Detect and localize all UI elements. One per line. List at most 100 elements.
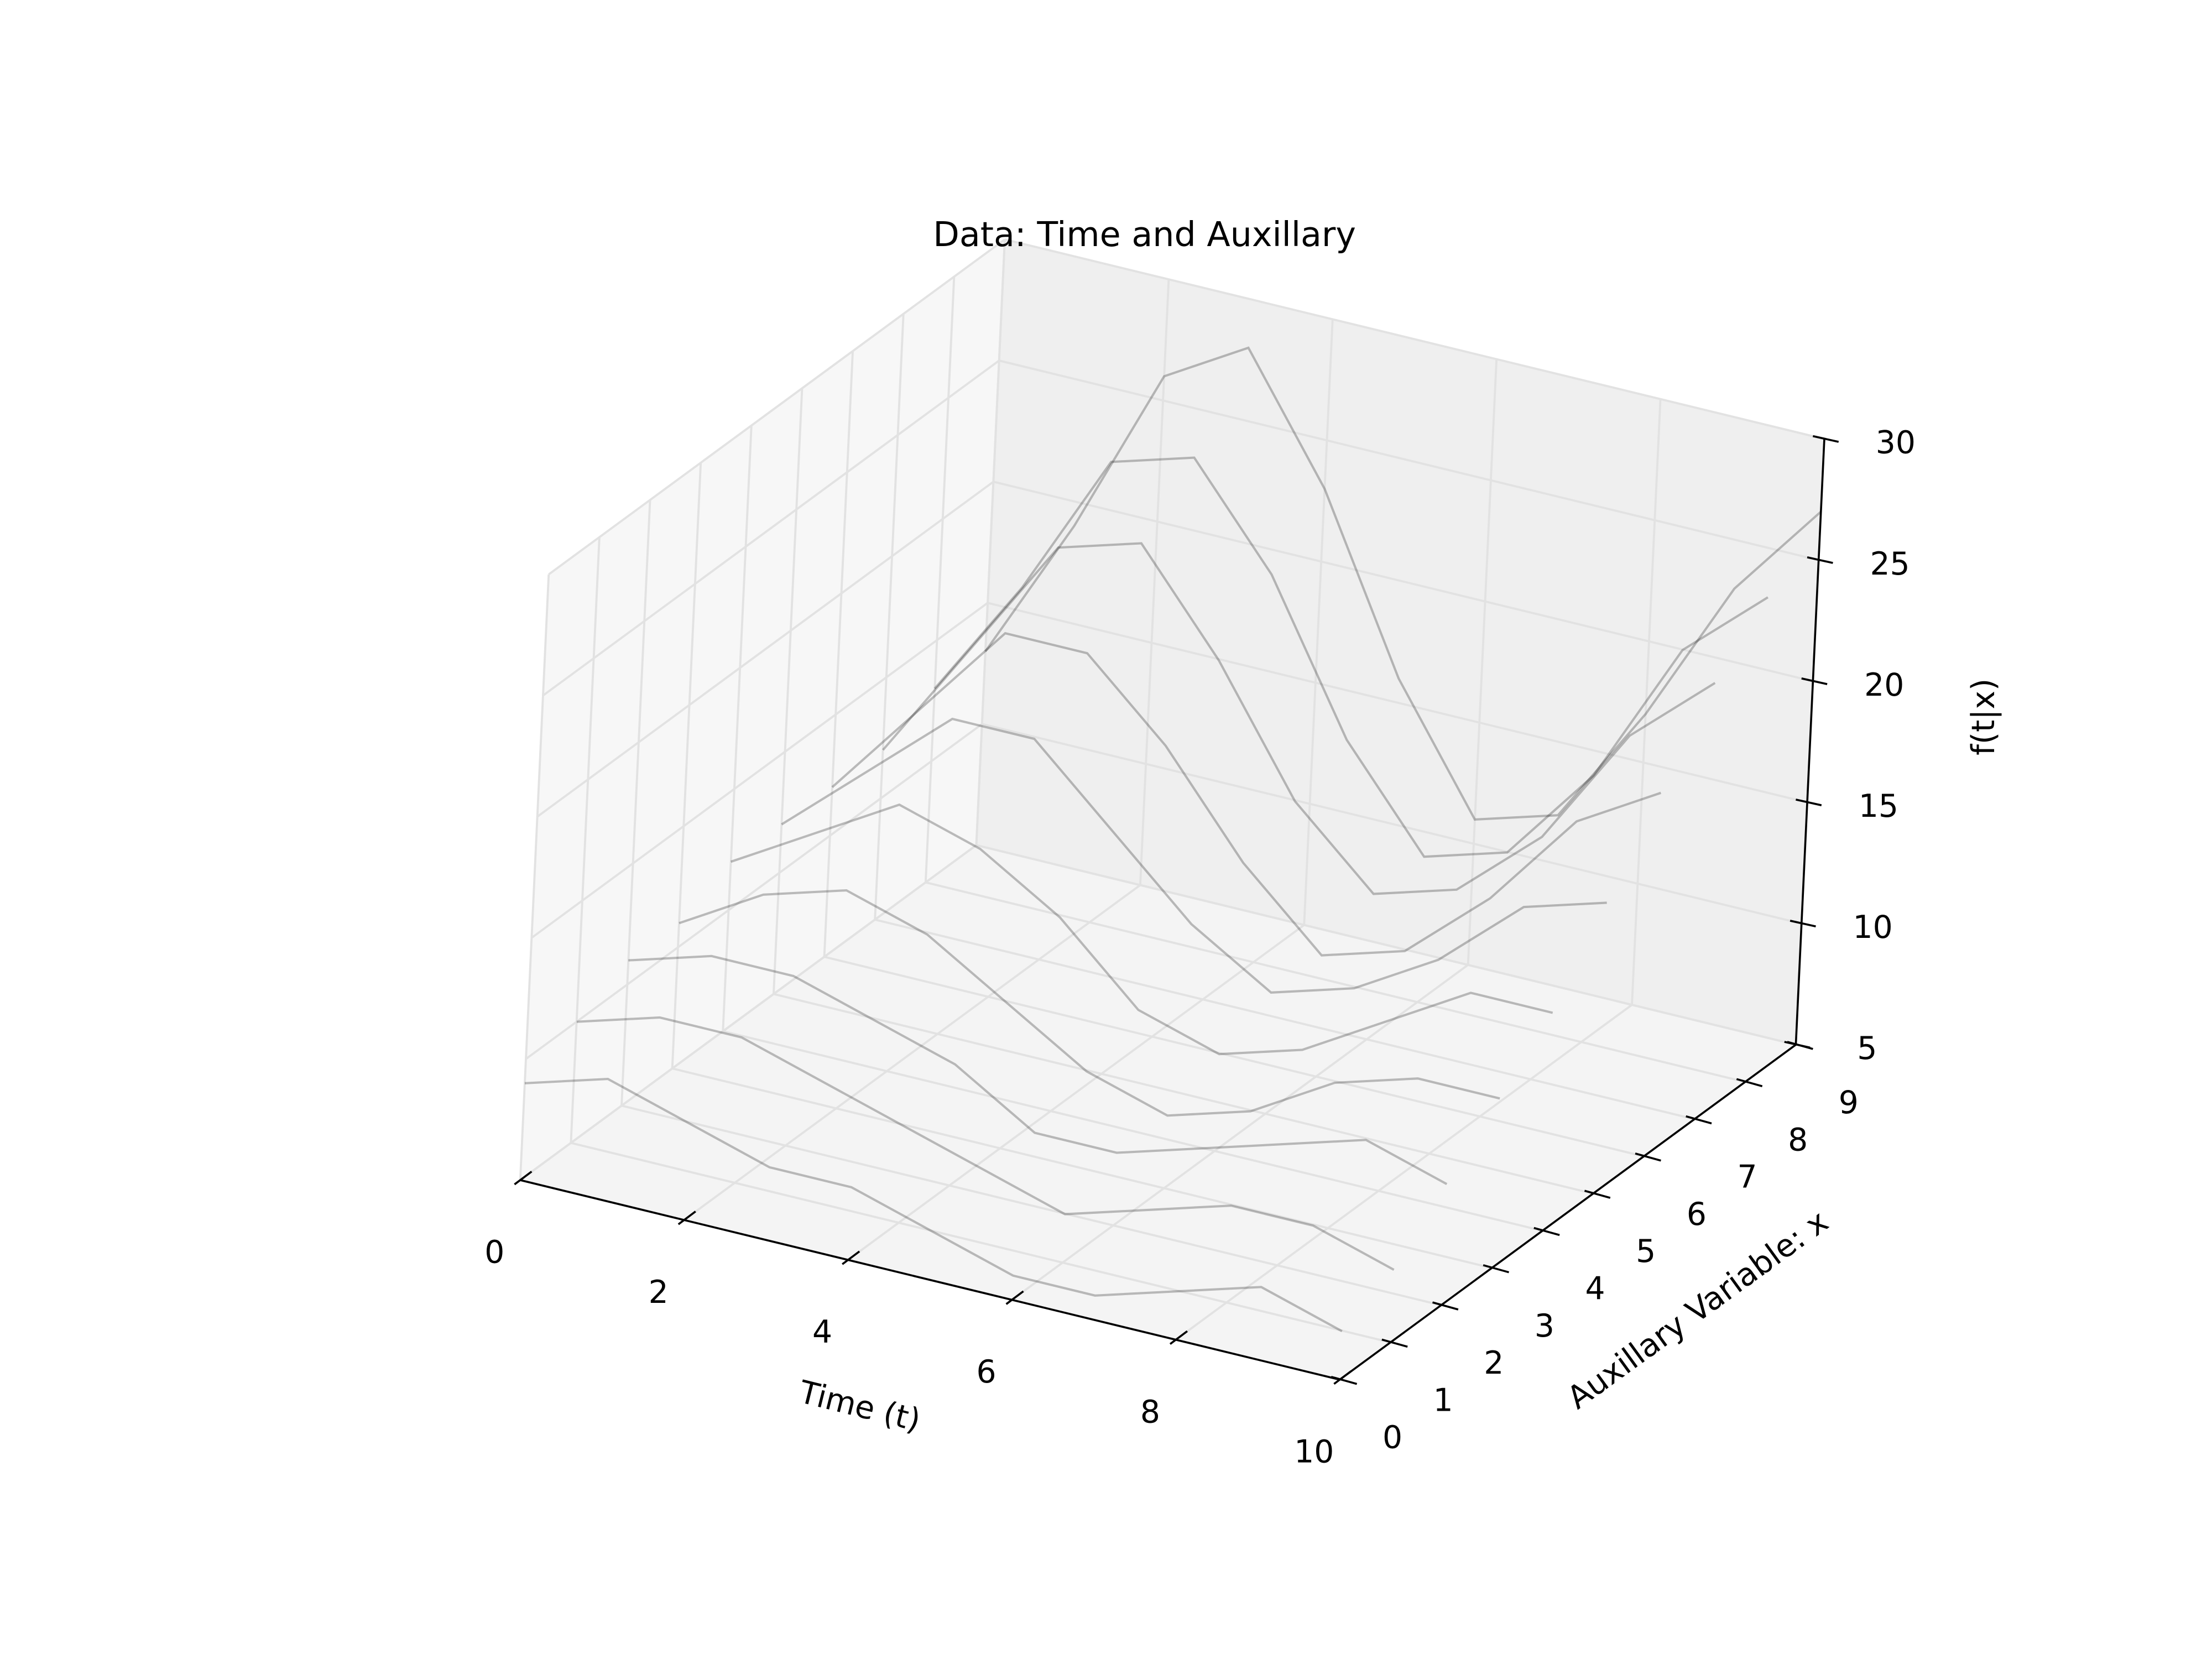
grid-line — [925, 881, 1746, 1083]
grid-line — [1004, 238, 1825, 440]
x-axis-label: Time (t) — [795, 1374, 925, 1439]
grid-line — [1139, 279, 1170, 885]
grid-line — [531, 602, 989, 939]
grid-line — [924, 276, 956, 883]
y-tick — [1381, 1338, 1408, 1348]
y-tick — [1686, 1115, 1712, 1125]
x-tick — [677, 1211, 696, 1225]
grid-line — [548, 238, 1006, 576]
x-tick — [1169, 1330, 1188, 1345]
z-tick-label: 10 — [1853, 909, 1893, 946]
z-tick — [1784, 1041, 1811, 1049]
y-tick — [1432, 1301, 1459, 1311]
grid-line — [519, 844, 977, 1181]
left-pane — [520, 239, 1005, 1181]
grid-line — [874, 919, 1695, 1120]
grid-line — [671, 462, 702, 1069]
grid-line — [722, 425, 753, 1031]
z-axis — [1794, 439, 1825, 1045]
y-tick — [1736, 1078, 1763, 1087]
y-axis-label: Auxillary Variable: x — [1561, 1203, 1835, 1417]
y-tick-label: 4 — [1585, 1271, 1605, 1307]
grid-line — [621, 1104, 1442, 1307]
grid-line — [976, 844, 1796, 1046]
grid-line — [620, 499, 651, 1106]
grid-line — [570, 1141, 1391, 1344]
z-tick — [1790, 920, 1816, 928]
data-line — [882, 542, 1716, 895]
y-tick-label: 7 — [1737, 1159, 1757, 1196]
y-tick-label: 3 — [1535, 1308, 1554, 1344]
x-tick — [514, 1171, 533, 1186]
curves — [524, 346, 1822, 1333]
grid-line — [570, 537, 601, 1143]
back-pane — [976, 239, 1824, 1045]
z-tick — [1801, 677, 1828, 685]
x-tick-label: 6 — [976, 1354, 996, 1390]
panes — [520, 239, 1824, 1380]
grid-line — [823, 351, 854, 957]
data-line — [831, 632, 1662, 957]
grid-line — [824, 956, 1644, 1157]
y-tick-label: 0 — [1383, 1420, 1402, 1456]
data-line — [984, 346, 1822, 821]
data-line — [679, 889, 1500, 1117]
y-tick — [1483, 1264, 1510, 1274]
grid-line — [683, 884, 1141, 1221]
grid-line — [525, 723, 983, 1060]
grid-line — [772, 388, 804, 994]
y-tick-label: 8 — [1788, 1121, 1808, 1158]
chart-title: Data: Time and Auxillary — [933, 215, 1356, 254]
y-tick-label: 6 — [1687, 1196, 1707, 1233]
z-tick — [1796, 799, 1822, 806]
data-line — [781, 717, 1607, 994]
grid-line — [982, 723, 1802, 925]
grid-line — [987, 602, 1808, 804]
x-tick-label: 8 — [1140, 1394, 1160, 1430]
data-line — [730, 803, 1553, 1056]
y-tick-label: 1 — [1433, 1382, 1453, 1418]
grid — [519, 238, 1825, 1381]
y-tick — [1533, 1227, 1560, 1237]
grid-line — [722, 1030, 1543, 1232]
z-tick-label: 25 — [1870, 546, 1910, 582]
x-tick-label: 4 — [812, 1314, 832, 1350]
x-tick-label: 0 — [484, 1234, 504, 1271]
y-tick-label: 9 — [1839, 1084, 1859, 1121]
y-tick — [1635, 1152, 1661, 1162]
x-axis — [520, 1179, 1340, 1381]
grid-line — [773, 993, 1594, 1195]
y-tick — [1584, 1190, 1611, 1199]
grid-line — [1303, 319, 1334, 925]
y-tick-label: 5 — [1636, 1233, 1656, 1270]
grid-line — [975, 239, 1006, 846]
grid-line — [1175, 1004, 1633, 1341]
grid-line — [536, 481, 994, 818]
z-tick-label: 15 — [1859, 788, 1898, 825]
data-line — [933, 456, 1768, 858]
grid-line — [1467, 359, 1498, 965]
grid-line — [874, 314, 905, 920]
x-tick-label: 2 — [649, 1274, 669, 1311]
data-line — [576, 1016, 1395, 1271]
grid-line — [542, 359, 1000, 697]
z-axis-label: f(t|x) — [1965, 679, 2002, 755]
x-tick-label: 10 — [1294, 1433, 1334, 1470]
grid-line — [999, 359, 1819, 561]
data-line — [524, 1077, 1343, 1333]
grid-line — [993, 481, 1813, 682]
data-line — [628, 954, 1448, 1186]
z-tick — [1807, 556, 1833, 564]
grid-line — [519, 574, 550, 1181]
y-tick-label: 2 — [1484, 1345, 1504, 1381]
z-tick-label: 30 — [1876, 425, 1916, 461]
z-tick — [1812, 435, 1839, 443]
grid-line — [847, 924, 1305, 1261]
grid-line — [1631, 399, 1662, 1005]
grid-line — [1011, 964, 1469, 1301]
y-axis — [1339, 1044, 1797, 1381]
x-tick — [1005, 1290, 1024, 1305]
